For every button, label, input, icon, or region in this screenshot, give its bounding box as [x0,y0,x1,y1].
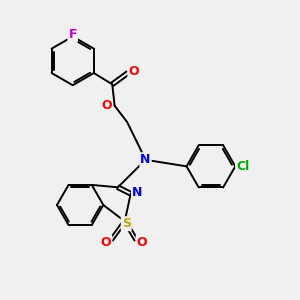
Text: O: O [128,65,139,78]
Text: O: O [101,99,112,112]
Text: O: O [137,236,147,249]
Text: O: O [101,236,111,249]
Text: S: S [122,217,131,230]
Text: Cl: Cl [236,160,249,173]
Text: N: N [140,153,151,166]
Text: F: F [68,28,77,41]
Text: N: N [132,186,142,199]
